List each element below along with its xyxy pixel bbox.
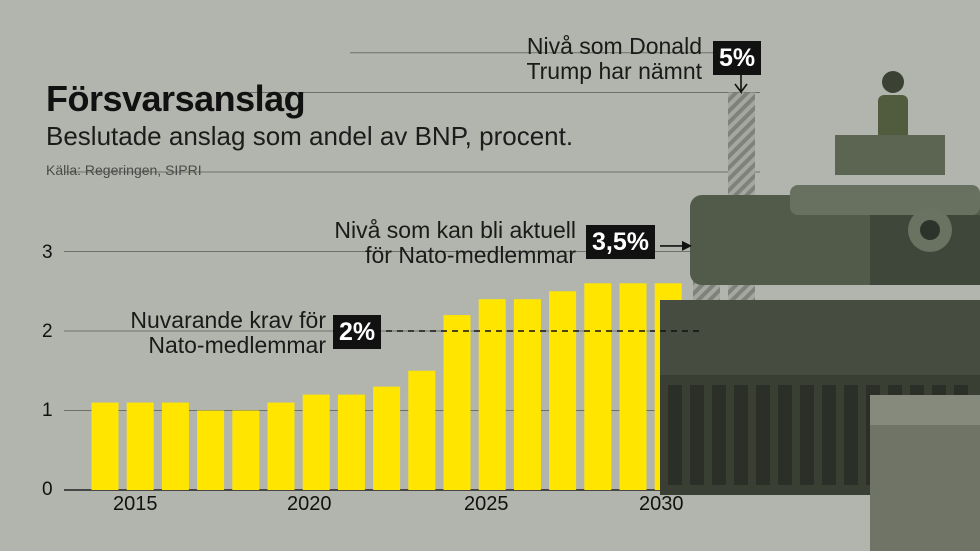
- badge-3-5-percent: 3,5%: [586, 225, 655, 259]
- ref-arrow-5: [734, 72, 748, 95]
- track-link: [690, 385, 704, 485]
- bar-2027: [549, 291, 577, 490]
- badge-5-percent: 5%: [713, 41, 762, 75]
- ref-arrowhead-3-5: [682, 240, 692, 251]
- bar-2019: [267, 402, 295, 490]
- tank-turret-top: [790, 185, 980, 215]
- bar-2023: [408, 370, 436, 490]
- track-link: [844, 385, 858, 485]
- annotation-nato-current-line1: Nuvarande krav för: [130, 307, 326, 333]
- annotation-nato-current-line2: Nato-medlemmar: [148, 332, 326, 358]
- bar-2029: [619, 283, 647, 490]
- x-tick-2015: 2015: [113, 493, 158, 515]
- annotation-trump-line2: Trump har nämnt: [526, 58, 702, 84]
- bar-2025: [478, 299, 506, 490]
- soldier-helmet: [882, 71, 904, 93]
- chart-source: Källa: Regeringen, SIPRI: [46, 162, 202, 178]
- bar-2018: [232, 410, 260, 490]
- track-link: [756, 385, 770, 485]
- bar-2021: [337, 394, 365, 490]
- y-tick-3: 3: [42, 242, 53, 263]
- bar-2022: [373, 386, 401, 490]
- annotation-nato-current: Nuvarande krav för Nato-medlemmar: [80, 308, 326, 358]
- annotation-nato-future-line2: för Nato-medlemmar: [365, 242, 576, 268]
- annotation-trump: Nivå som Donald Trump har nämnt: [470, 34, 702, 84]
- soldier-body: [878, 95, 908, 140]
- y-tick-0: 0: [42, 479, 53, 500]
- track-link: [712, 385, 726, 485]
- tank-photo: [660, 71, 980, 551]
- foreground-vehicle-top: [870, 395, 980, 425]
- track-link: [822, 385, 836, 485]
- y-tick-1: 1: [42, 400, 53, 421]
- bar-2020: [302, 394, 330, 490]
- tank-hull: [660, 300, 980, 380]
- chart-title: Försvarsanslag: [46, 78, 306, 119]
- bar-2016: [161, 402, 189, 490]
- x-tick-2025: 2025: [464, 493, 509, 515]
- x-tick-2020: 2020: [287, 493, 332, 515]
- y-tick-2: 2: [42, 321, 53, 342]
- bar-2014: [91, 402, 119, 490]
- chart-subtitle: Beslutade anslag som andel av BNP, proce…: [46, 121, 574, 151]
- annotation-nato-future: Nivå som kan bli aktuell för Nato-medlem…: [270, 218, 576, 268]
- badge-2-percent: 2%: [333, 315, 382, 349]
- bar-2026: [513, 299, 541, 490]
- bar-2028: [584, 283, 612, 490]
- tank-gun-barrel: [920, 220, 940, 240]
- tank-hatch: [835, 135, 945, 175]
- bar-2024: [443, 315, 471, 490]
- track-link: [668, 385, 682, 485]
- track-link: [800, 385, 814, 485]
- annotation-nato-future-line1: Nivå som kan bli aktuell: [334, 217, 576, 243]
- track-link: [734, 385, 748, 485]
- annotation-trump-line1: Nivå som Donald: [526, 33, 702, 59]
- bar-2015: [126, 402, 154, 490]
- track-link: [778, 385, 792, 485]
- bar-2017: [197, 410, 225, 490]
- x-tick-2030: 2030: [639, 493, 684, 515]
